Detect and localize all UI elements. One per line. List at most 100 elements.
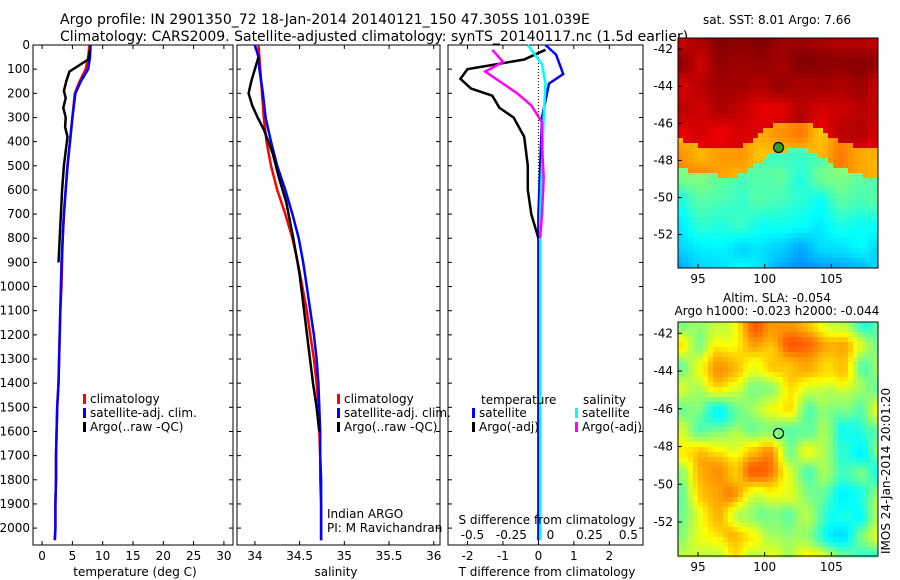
heatmap-cell (738, 193, 744, 199)
heatmap-cell (698, 223, 704, 229)
heatmap-cell (708, 412, 714, 418)
heatmap-cell (788, 188, 794, 194)
heatmap-cell (678, 527, 684, 533)
heatmap-cell (868, 258, 874, 264)
heatmap-cell (753, 138, 759, 144)
heatmap-cell (818, 492, 824, 498)
heatmap-cell (873, 527, 879, 533)
heatmap-cell (698, 173, 704, 179)
heatmap-cell (773, 208, 779, 214)
heatmap-cell (788, 382, 794, 388)
heatmap-cell (793, 402, 799, 408)
heatmap-cell (838, 153, 844, 159)
heatmap-cell (703, 547, 709, 553)
heatmap-cell (713, 547, 719, 553)
heatmap-cell (813, 223, 819, 229)
heatmap-cell (868, 537, 874, 543)
heatmap-cell (753, 357, 759, 363)
heatmap-cell (848, 78, 854, 84)
heatmap-cell (813, 248, 819, 254)
heatmap-cell (793, 263, 799, 269)
heatmap-cell (838, 362, 844, 368)
heatmap-cell (723, 512, 729, 518)
heatmap-cell (698, 63, 704, 69)
heatmap-cell (738, 362, 744, 368)
heatmap-cell (788, 367, 794, 373)
heatmap-cell (683, 457, 689, 463)
heatmap-cell (748, 322, 754, 328)
heatmap-cell (873, 93, 879, 99)
heatmap-cell (843, 228, 849, 234)
heatmap-cell (738, 223, 744, 229)
heatmap-cell (798, 178, 804, 184)
heatmap-cell (693, 198, 699, 204)
heatmap-cell (823, 462, 829, 468)
heatmap-cell (768, 153, 774, 159)
heatmap-cell (838, 73, 844, 79)
heatmap-cell (843, 547, 849, 553)
heatmap-cell (693, 477, 699, 483)
heatmap-cell (688, 228, 694, 234)
heatmap-cell (758, 83, 764, 89)
heatmap-cell (758, 43, 764, 49)
heatmap-cell (748, 372, 754, 378)
heatmap-cell (803, 253, 809, 259)
heatmap-cell (808, 442, 814, 448)
heatmap-cell (793, 357, 799, 363)
heatmap-cell (693, 98, 699, 104)
heatmap-cell (863, 58, 869, 64)
heatmap-cell (693, 412, 699, 418)
heatmap-cell (683, 382, 689, 388)
heatmap-cell (688, 332, 694, 338)
heatmap-cell (758, 472, 764, 478)
heatmap-cell (828, 248, 834, 254)
heatmap-cell (713, 253, 719, 259)
heatmap-cell (748, 108, 754, 114)
heatmap-cell (778, 497, 784, 503)
heatmap-cell (833, 143, 839, 149)
heatmap-cell (733, 183, 739, 189)
heatmap-cell (748, 253, 754, 259)
heatmap-cell (843, 457, 849, 463)
heatmap-cell (738, 113, 744, 119)
series-line-1-2 (247, 56, 321, 432)
heatmap-cell (833, 58, 839, 64)
heatmap-cell (723, 43, 729, 49)
heatmap-cell (733, 253, 739, 259)
heatmap-cell (778, 502, 784, 508)
heatmap-cell (828, 407, 834, 413)
heatmap-cell (768, 118, 774, 124)
heatmap-cell (728, 68, 734, 74)
heatmap-cell (778, 128, 784, 134)
y-tick-label: 200 (7, 86, 30, 100)
heatmap-cell (738, 392, 744, 398)
heatmap-cell (763, 457, 769, 463)
heatmap-cell (718, 193, 724, 199)
heatmap-cell (838, 332, 844, 338)
heatmap-cell (798, 417, 804, 423)
heatmap-cell (823, 203, 829, 209)
heatmap-cell (773, 467, 779, 473)
heatmap-cell (788, 427, 794, 433)
heatmap-cell (848, 113, 854, 119)
x2-tick-label: 0.5 (619, 528, 638, 542)
heatmap-cell (743, 467, 749, 473)
heatmap-cell (728, 63, 734, 69)
heatmap-cell (823, 218, 829, 224)
heatmap-cell (763, 173, 769, 179)
heatmap-cell (858, 357, 864, 363)
heatmap-cell (748, 552, 754, 558)
y-tick-label: 500 (7, 159, 30, 173)
heatmap-cell (868, 382, 874, 388)
heatmap-cell (823, 432, 829, 438)
heatmap-cell (843, 427, 849, 433)
heatmap-cell (863, 223, 869, 229)
heatmap-cell (833, 113, 839, 119)
heatmap-cell (833, 362, 839, 368)
heatmap-cell (828, 382, 834, 388)
heatmap-cell (823, 392, 829, 398)
heatmap-cell (693, 78, 699, 84)
heatmap-cell (833, 342, 839, 348)
heatmap-cell (858, 367, 864, 373)
heatmap-cell (868, 347, 874, 353)
